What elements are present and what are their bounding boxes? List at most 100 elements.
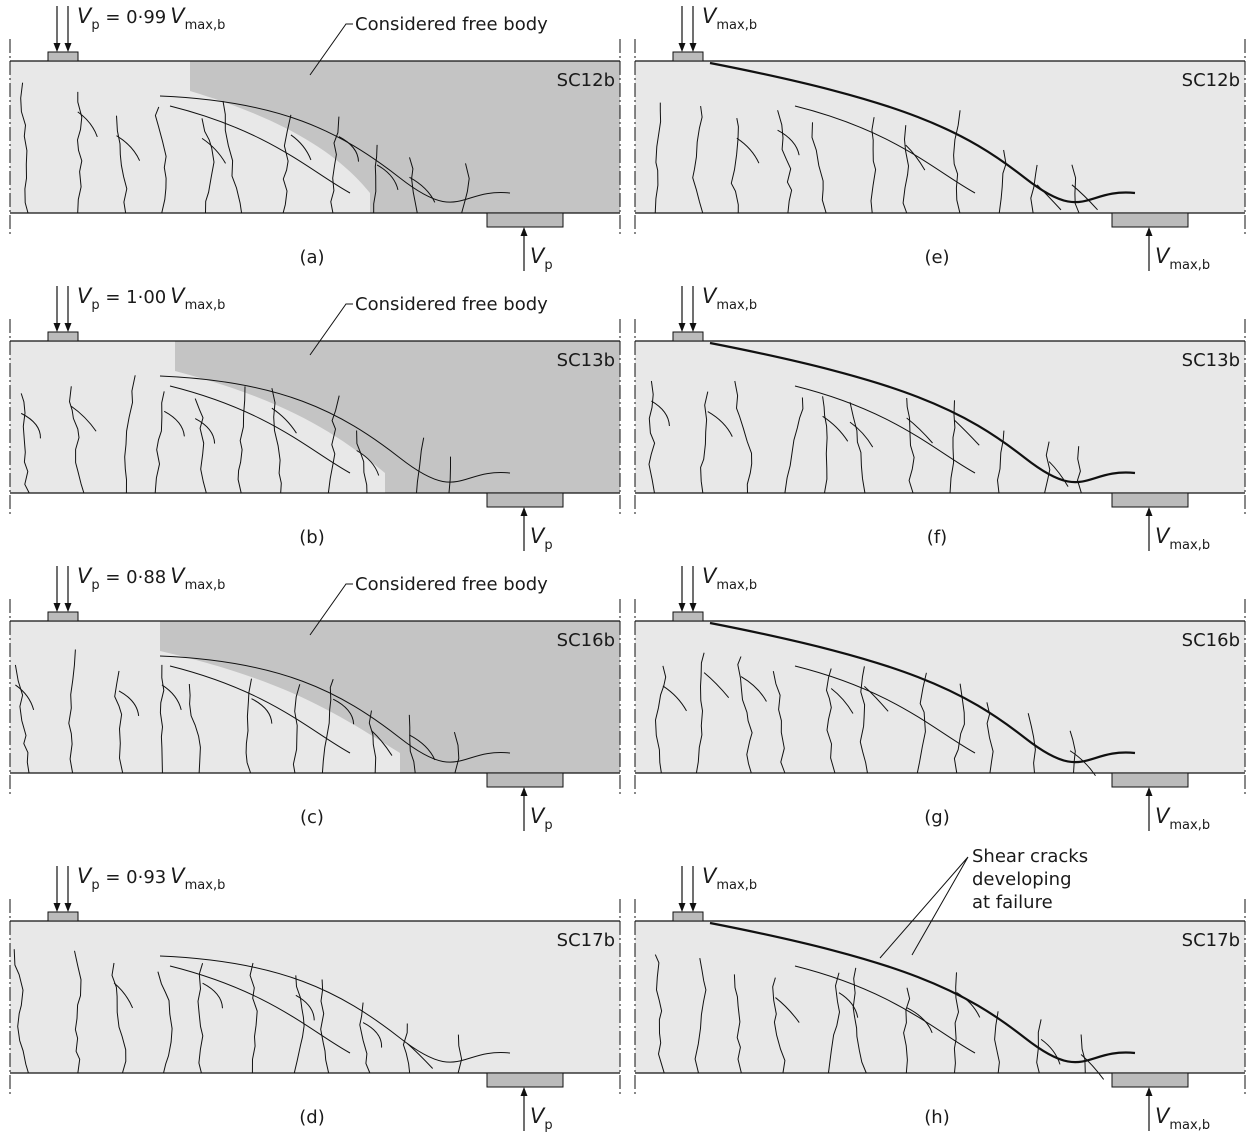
load-plate xyxy=(673,332,703,341)
load-arrow-head xyxy=(690,603,697,612)
panel-label: (e) xyxy=(924,247,949,268)
panel-label: (b) xyxy=(299,527,324,548)
load-label: Vmax,b xyxy=(702,284,757,313)
load-plate xyxy=(48,912,78,921)
support-plate xyxy=(1112,773,1188,787)
figure: Considered free bodyVp = 0·99Vmax,bVpSC1… xyxy=(0,0,1247,1137)
reaction-arrow-head xyxy=(1146,1087,1153,1096)
free-body-label: Considered free body xyxy=(355,14,548,35)
subscript: max,b xyxy=(1169,818,1210,833)
load-label: Vp xyxy=(530,524,553,553)
subscript: p xyxy=(544,818,552,833)
support-plate xyxy=(487,773,563,787)
subscript: max,b xyxy=(716,298,757,313)
subscript: p xyxy=(544,258,552,273)
load-arrow-head xyxy=(679,323,686,332)
panel-label: (a) xyxy=(299,247,324,268)
load-plate xyxy=(48,52,78,61)
load-arrow-head xyxy=(65,903,72,912)
annotation: developing xyxy=(972,869,1072,890)
panel-label: (d) xyxy=(299,1107,324,1128)
load-label: Vp = 0·93Vmax,b xyxy=(77,864,225,893)
subscript: max,b xyxy=(716,578,757,593)
subscript: max,b xyxy=(716,878,757,893)
load-arrow-head xyxy=(690,903,697,912)
subscript: p xyxy=(91,878,99,893)
reaction-arrow-head xyxy=(1146,507,1153,516)
subscript: max,b xyxy=(185,298,226,313)
support-plate xyxy=(1112,1073,1188,1087)
reaction-arrow-head xyxy=(521,507,528,516)
beam xyxy=(635,621,1245,773)
specimen-label: SC16b xyxy=(557,630,615,651)
load-label: Vp = 1·00Vmax,b xyxy=(77,284,225,313)
load-arrow-head xyxy=(679,603,686,612)
subscript: max,b xyxy=(185,18,226,33)
load-label: Vp = 0·99Vmax,b xyxy=(77,4,225,33)
reaction-arrow-head xyxy=(1146,227,1153,236)
beam xyxy=(635,921,1245,1073)
support-plate xyxy=(487,213,563,227)
load-label: Vmax,b xyxy=(1155,524,1210,553)
load-arrow-head xyxy=(690,43,697,52)
load-arrow-head xyxy=(679,903,686,912)
equation: = 0·88 xyxy=(100,567,167,588)
load-plate xyxy=(673,912,703,921)
specimen-label: SC17b xyxy=(1182,930,1240,951)
support-plate xyxy=(487,493,563,507)
subscript: max,b xyxy=(1169,538,1210,553)
reaction-arrow-head xyxy=(1146,787,1153,796)
load-plate xyxy=(48,332,78,341)
annotation: Shear cracks xyxy=(972,846,1088,867)
specimen-label: SC16b xyxy=(1182,630,1240,651)
load-plate xyxy=(673,52,703,61)
load-arrow-head xyxy=(65,43,72,52)
load-arrow-head xyxy=(679,43,686,52)
subscript: max,b xyxy=(185,578,226,593)
load-label: Vmax,b xyxy=(702,864,757,893)
load-label: Vp xyxy=(530,244,553,273)
panel-label: (c) xyxy=(300,807,324,828)
load-label: Vp xyxy=(530,804,553,833)
reaction-arrow-head xyxy=(521,1087,528,1096)
load-arrow-head xyxy=(690,323,697,332)
subscript: max,b xyxy=(1169,1118,1210,1133)
subscript: p xyxy=(91,578,99,593)
load-label: Vmax,b xyxy=(1155,804,1210,833)
load-arrow-head xyxy=(54,323,61,332)
subscript: p xyxy=(544,1118,552,1133)
support-plate xyxy=(1112,493,1188,507)
free-body-label: Considered free body xyxy=(355,574,548,595)
subscript: p xyxy=(544,538,552,553)
load-arrow-head xyxy=(65,323,72,332)
beam xyxy=(635,61,1245,213)
beam xyxy=(10,921,620,1073)
load-arrow-head xyxy=(54,603,61,612)
panel-label: (g) xyxy=(924,807,949,828)
load-arrow-head xyxy=(54,903,61,912)
annotation: at failure xyxy=(972,892,1053,913)
support-plate xyxy=(1112,213,1188,227)
load-plate xyxy=(673,612,703,621)
load-label: Vmax,b xyxy=(1155,1104,1210,1133)
equation: = 1·00 xyxy=(100,287,167,308)
subscript: max,b xyxy=(185,878,226,893)
load-arrow-head xyxy=(65,603,72,612)
subscript: p xyxy=(91,298,99,313)
specimen-label: SC13b xyxy=(557,350,615,371)
equation: = 0·93 xyxy=(100,867,167,888)
subscript: max,b xyxy=(716,18,757,33)
load-label: Vp xyxy=(530,1104,553,1133)
beam xyxy=(635,341,1245,493)
load-label: Vmax,b xyxy=(702,564,757,593)
subscript: max,b xyxy=(1169,258,1210,273)
panel-label: (f) xyxy=(927,527,947,548)
specimen-label: SC12b xyxy=(557,70,615,91)
equation: = 0·99 xyxy=(100,7,167,28)
load-arrow-head xyxy=(54,43,61,52)
specimen-label: SC17b xyxy=(557,930,615,951)
load-label: Vmax,b xyxy=(1155,244,1210,273)
load-label: Vmax,b xyxy=(702,4,757,33)
subscript: p xyxy=(91,18,99,33)
